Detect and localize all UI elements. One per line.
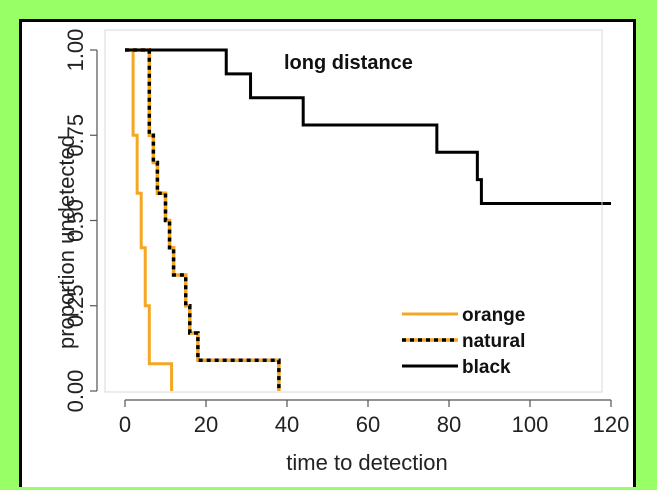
y-axis-label: proportion undetected [54,135,79,349]
plot-border [104,29,603,393]
x-tick-label: 40 [275,412,299,437]
series-orange-line [125,48,174,391]
x-tick-label: 120 [593,412,630,437]
y-tick-label: 0.25 [63,284,88,327]
x-tick-label: 60 [356,412,380,437]
survival-chart: 0 20 40 60 80 100 120 0.00 0.25 0.50 0.75 1.00 long… [54,29,630,475]
legend: orange natural black [402,305,525,378]
x-tick-label: 20 [194,412,218,437]
y-tick-label: 0.00 [63,370,88,413]
chart-annotation: long distance [284,52,413,74]
x-tick-label: 80 [437,412,461,437]
x-axis-label: time to detection [286,450,447,475]
series-natural-line-base [125,48,281,391]
legend-orange-label: orange [462,305,525,326]
series-black-line [125,48,611,205]
y-tick-label: 0.50 [63,199,88,242]
x-tick-label: 0 [119,412,131,437]
legend-natural-label: natural [462,331,525,352]
legend-black-label: black [462,357,511,378]
chart-frame: 0 20 40 60 80 100 120 0.00 0.25 0.50 0.75 1.00 long… [19,19,636,487]
y-tick-label: 1.00 [63,29,88,72]
y-tick-label: 0.75 [63,114,88,157]
x-tick-label: 100 [512,412,549,437]
